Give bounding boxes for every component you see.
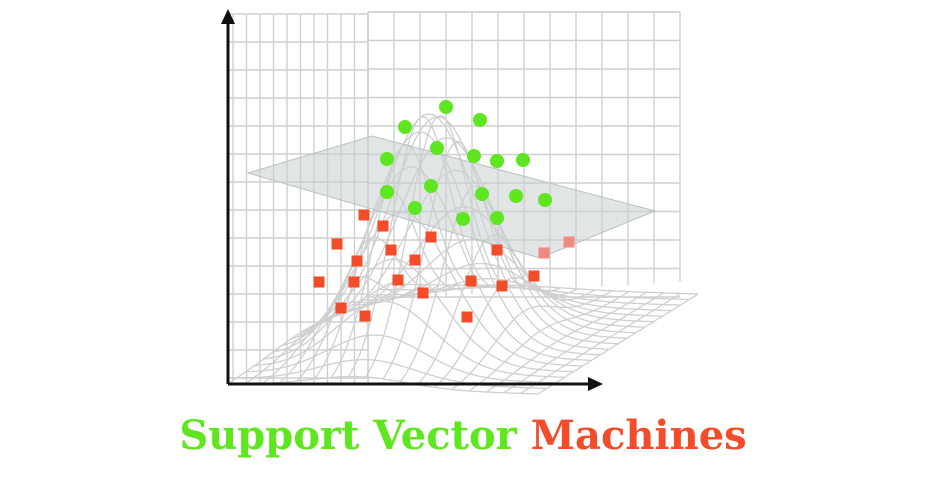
class-a-point: [490, 211, 504, 225]
class-a-point: [439, 100, 453, 114]
mesh-line: [379, 286, 690, 301]
mesh-line: [263, 258, 574, 373]
mesh-line: [387, 283, 699, 295]
class-b-point: [465, 275, 477, 287]
class-b-point: [528, 270, 540, 282]
class-b-point: [358, 209, 370, 221]
class-a-point: [516, 153, 530, 167]
class-a-point: [380, 152, 394, 166]
mesh-line: [254, 300, 565, 378]
class-a-point: [509, 189, 523, 203]
class-b-point: [461, 311, 473, 323]
mesh-line: [352, 262, 663, 317]
class-b-point: [425, 231, 437, 243]
class-a-point: [467, 149, 481, 163]
class-a-point: [408, 201, 422, 215]
mesh-line: [434, 276, 596, 388]
class-b-point: [563, 236, 575, 248]
class-b-point: [491, 244, 503, 256]
class-b-point: [348, 276, 360, 288]
class-b-point: [417, 287, 429, 299]
class-b-point: [538, 247, 550, 259]
class-b-points: [313, 209, 575, 323]
class-a-point: [490, 154, 504, 168]
class-a-point: [475, 187, 489, 201]
class-b-point: [377, 220, 389, 232]
class-a-point: [473, 113, 487, 127]
mesh-line: [296, 236, 458, 382]
y-axis-arrowhead: [221, 9, 235, 24]
class-b-point: [335, 302, 347, 314]
class-b-point: [351, 255, 363, 267]
mesh-line: [245, 334, 556, 384]
x-axis-arrowhead: [588, 377, 603, 391]
class-b-point: [409, 254, 421, 266]
class-b-point: [313, 276, 325, 288]
axes: [221, 9, 603, 391]
class-b-point: [331, 238, 343, 250]
page-title: Support Vector Machines: [0, 408, 926, 464]
class-b-point: [392, 274, 404, 286]
class-b-point: [359, 310, 371, 322]
separating-hyperplane: [246, 135, 657, 259]
class-a-point: [398, 120, 412, 134]
class-a-point: [424, 179, 438, 193]
class-a-point: [456, 212, 470, 226]
class-a-point: [538, 193, 552, 207]
mesh-line: [307, 115, 619, 345]
class-a-point: [430, 141, 444, 155]
mesh-line: [236, 358, 547, 390]
class-b-point: [496, 280, 508, 292]
title-part-2: Machines: [530, 412, 747, 459]
title-part-1: Support Vector: [179, 412, 517, 459]
class-a-point: [380, 185, 394, 199]
class-b-point: [385, 244, 397, 256]
mesh-line: [361, 278, 672, 312]
mesh-line: [520, 292, 682, 394]
class-a-points: [380, 100, 552, 226]
